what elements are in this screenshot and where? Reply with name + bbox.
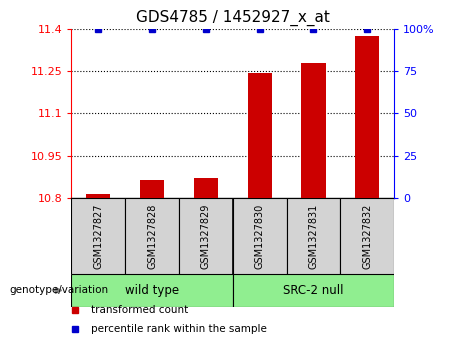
Bar xyxy=(233,274,394,307)
Text: GSM1327832: GSM1327832 xyxy=(362,203,372,269)
Text: wild type: wild type xyxy=(125,284,179,297)
Text: GSM1327831: GSM1327831 xyxy=(308,203,319,269)
Bar xyxy=(340,198,394,274)
Bar xyxy=(71,198,125,274)
Title: GDS4785 / 1452927_x_at: GDS4785 / 1452927_x_at xyxy=(136,10,330,26)
Bar xyxy=(355,36,379,198)
Text: SRC-2 null: SRC-2 null xyxy=(283,284,344,297)
Bar xyxy=(86,194,111,198)
Bar xyxy=(125,198,179,274)
Bar xyxy=(179,198,233,274)
Bar xyxy=(301,64,325,198)
Bar xyxy=(71,274,233,307)
Text: genotype/variation: genotype/variation xyxy=(9,285,108,295)
Text: GSM1327830: GSM1327830 xyxy=(254,203,265,269)
Text: transformed count: transformed count xyxy=(91,305,188,315)
Text: GSM1327827: GSM1327827 xyxy=(93,203,103,269)
Text: GSM1327829: GSM1327829 xyxy=(201,203,211,269)
Bar xyxy=(194,178,218,198)
Text: GSM1327828: GSM1327828 xyxy=(147,203,157,269)
Bar xyxy=(233,198,287,274)
Bar xyxy=(287,198,340,274)
Text: percentile rank within the sample: percentile rank within the sample xyxy=(91,324,267,334)
Bar xyxy=(140,180,164,198)
Bar xyxy=(248,73,272,198)
